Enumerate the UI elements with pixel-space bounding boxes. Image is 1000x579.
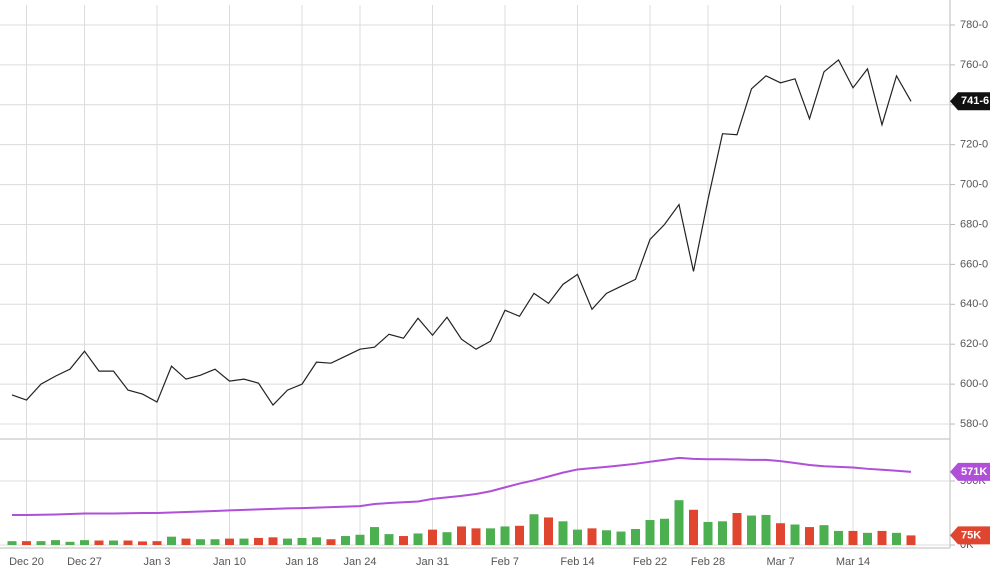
line bbox=[12, 456, 912, 517]
x-tick-label: Jan 3 bbox=[144, 556, 171, 568]
volume-bar bbox=[573, 529, 582, 545]
volume-bar bbox=[602, 530, 611, 545]
volume-bar bbox=[457, 526, 466, 545]
volume-bar bbox=[703, 521, 713, 545]
y-tick-label: 640-0 bbox=[960, 298, 988, 310]
y-tick-label: 760-0 bbox=[960, 59, 988, 71]
volume-bar bbox=[210, 539, 220, 545]
volume-bar bbox=[776, 523, 785, 545]
volume-bar bbox=[790, 524, 800, 545]
y-tick-label: 680-0 bbox=[960, 218, 988, 230]
volume-bar bbox=[892, 532, 901, 545]
volume-bar bbox=[370, 527, 379, 545]
volume-bar bbox=[906, 535, 916, 545]
volume-bar bbox=[384, 534, 394, 545]
volume-bar bbox=[819, 525, 829, 545]
x-tick-label: Feb 22 bbox=[633, 556, 667, 568]
volume-bar bbox=[863, 532, 872, 545]
volume-bar bbox=[65, 541, 75, 545]
volume-bar bbox=[167, 536, 176, 545]
volume-bar bbox=[355, 534, 365, 545]
x-tick-label: Jan 31 bbox=[416, 556, 449, 568]
volume-bar bbox=[283, 538, 292, 545]
volume-bar bbox=[268, 537, 278, 545]
volume-bar bbox=[645, 520, 655, 545]
x-tick-label: Feb 7 bbox=[491, 556, 519, 568]
x-tick-label: Dec 27 bbox=[67, 556, 102, 568]
volume-bar bbox=[515, 525, 524, 545]
volume-bar bbox=[877, 530, 887, 545]
volume-bar bbox=[80, 540, 89, 545]
volume-bar bbox=[196, 539, 205, 545]
value-tag-label: 75K bbox=[961, 529, 981, 541]
value-tag-shape bbox=[950, 92, 990, 111]
y-tick-label: 660-0 bbox=[960, 258, 988, 270]
volume-bar bbox=[674, 500, 684, 545]
volume-bar bbox=[587, 528, 597, 545]
volume-bar bbox=[239, 538, 249, 545]
x-tick-label: Mar 7 bbox=[766, 556, 794, 568]
line bbox=[11, 58, 912, 407]
x-tick-label: Dec 20 bbox=[9, 556, 44, 568]
volume-bar bbox=[36, 541, 46, 545]
value-tag: 741-6 bbox=[950, 92, 990, 111]
x-tick-label: Mar 14 bbox=[836, 556, 870, 568]
volume-bar bbox=[747, 515, 756, 545]
volume-bar bbox=[500, 526, 510, 545]
value-tag-shape bbox=[950, 526, 990, 545]
volume-bar bbox=[631, 528, 640, 545]
volume-bar bbox=[529, 514, 539, 545]
volume-bar bbox=[326, 539, 336, 545]
volume-bar bbox=[51, 540, 60, 545]
x-tick-label: Feb 14 bbox=[560, 556, 594, 568]
volume-bar bbox=[718, 521, 727, 545]
value-tag-label: 741-6 bbox=[961, 95, 989, 107]
volume-bar bbox=[761, 514, 771, 545]
volume-bar bbox=[834, 530, 843, 545]
volume-bar bbox=[805, 527, 814, 545]
volume-bar bbox=[138, 541, 147, 545]
y-tick-label: 780-0 bbox=[960, 19, 988, 31]
volume-bar bbox=[109, 540, 118, 545]
x-tick-label: Feb 28 bbox=[691, 556, 725, 568]
volume-bar bbox=[413, 533, 423, 545]
volume-bar bbox=[225, 538, 234, 545]
volume-bar bbox=[254, 537, 263, 545]
volume-bar bbox=[181, 538, 191, 545]
y-tick-label: 720-0 bbox=[960, 139, 988, 151]
x-tick-label: Jan 24 bbox=[343, 556, 376, 568]
value-tag: 571K bbox=[950, 462, 990, 481]
volume-bar bbox=[848, 530, 858, 545]
volume-bar bbox=[22, 541, 31, 545]
volume-bar bbox=[399, 536, 408, 545]
x-tick-label: Jan 18 bbox=[285, 556, 318, 568]
volume-bar bbox=[312, 537, 321, 545]
y-tick-label: 620-0 bbox=[960, 338, 988, 350]
y-tick-label: 600-0 bbox=[960, 378, 988, 390]
volume-bar bbox=[689, 509, 698, 545]
volume-bar bbox=[152, 541, 162, 545]
volume-bar bbox=[471, 528, 481, 545]
y-tick-label: 580-0 bbox=[960, 418, 988, 430]
volume-bar bbox=[544, 517, 553, 545]
volume-bar bbox=[428, 529, 437, 545]
volume-bar bbox=[660, 518, 669, 545]
y-tick-label: 700-0 bbox=[960, 178, 988, 190]
volume-bar bbox=[616, 531, 626, 545]
volume-bar bbox=[486, 528, 495, 545]
value-tag-label: 571K bbox=[961, 466, 987, 478]
volume-bar bbox=[94, 540, 104, 545]
x-tick-label: Jan 10 bbox=[213, 556, 246, 568]
value-tag: 75K bbox=[950, 526, 990, 545]
volume-bar bbox=[732, 512, 742, 545]
volume-bar bbox=[7, 541, 17, 545]
volume-bar bbox=[558, 521, 568, 545]
value-tag-shape bbox=[950, 462, 990, 481]
volume-bar bbox=[341, 536, 350, 545]
volume-bar bbox=[297, 537, 307, 545]
volume-bar bbox=[442, 532, 452, 545]
volume-bar bbox=[123, 540, 133, 545]
